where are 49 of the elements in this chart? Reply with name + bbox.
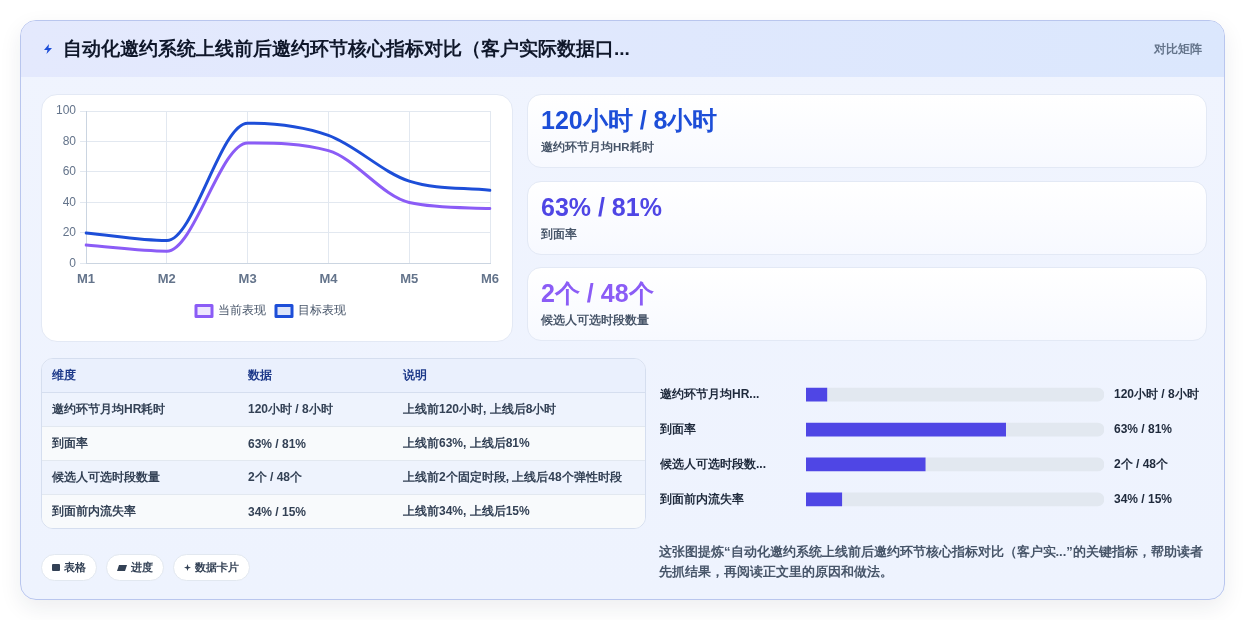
x-tick-label: M3 (238, 270, 257, 286)
text: 数据卡片 (195, 560, 239, 575)
x-tick-label: M1 (76, 270, 96, 286)
y-tick-label: 100 (55, 103, 77, 118)
text: 表格 (64, 560, 86, 575)
table-header-row: 维度 数据 说明 (42, 359, 645, 393)
bar (924, 457, 1104, 472)
x-tick-label: M2 (157, 270, 176, 286)
bar (806, 422, 1006, 437)
y-tick-label: 20 (62, 225, 77, 240)
y-tick-label: 到面前内流失率 (659, 491, 744, 506)
text: 进度 (131, 560, 153, 575)
y-tick-label: 0 (69, 255, 77, 270)
category-label: 维度 (42, 359, 238, 393)
text: 63% / 81% (541, 192, 662, 221)
bar (826, 387, 1104, 402)
chart-title: 自动化邀约系统上线前后邀约环节核心指标对比（客户实际数据口... (63, 37, 630, 61)
y-tick-label: 邀约环节月均HR... (659, 386, 760, 401)
bar (806, 457, 926, 472)
bar (1005, 422, 1104, 437)
bar (841, 492, 1104, 507)
text: 对比矩阵 (1154, 41, 1202, 58)
y-tick-label: 到面率 (659, 421, 696, 436)
category-label: 邀约环节月均HR耗时 (541, 140, 654, 155)
category-label: 候选人可选时段数量 (541, 313, 649, 328)
table-row: 到面前内流失率 34% / 15% 上线前34%, 上线后15% (42, 494, 645, 528)
x-tick-label: M4 (319, 270, 339, 286)
text: 120小时 / 8小时 (541, 106, 718, 134)
legend-label: 当前表现 (218, 303, 266, 318)
text: 63% / 81% (1114, 421, 1173, 436)
bar (806, 492, 843, 507)
text: 这张图提炼“自动化邀约系统上线前后邀约环节核心指标对比（客户实...”的关键指标，帮助读者先抓结果，再阅读正文里的原因和做法。 (659, 543, 1204, 581)
y-tick-label: 80 (62, 133, 77, 148)
bar (806, 387, 828, 402)
legend-label: 目标表现 (298, 303, 346, 318)
text: 34% / 15% (1114, 491, 1173, 506)
category-label: 到面率 (541, 226, 577, 242)
x-tick-label: M6 (480, 270, 500, 286)
category-label: 说明 (393, 359, 645, 393)
text: 2个 / 48个 (541, 279, 654, 307)
y-tick-label: 40 (62, 194, 77, 209)
table-row: 到面率 63% / 81% 上线前63%, 上线后81% (42, 426, 645, 461)
x-tick-label: M5 (400, 270, 419, 286)
text: 2个 / 48个 (1114, 456, 1170, 471)
text: 120小时 / 8小时 (1114, 386, 1199, 401)
category-label: 数据 (238, 359, 393, 393)
y-tick-label: 候选人可选时段数... (659, 456, 767, 471)
table-row: 候选人可选时段数量 2个 / 48个 上线前2个固定时段, 上线后48个弹性时段 (42, 460, 645, 495)
y-tick-label: 60 (62, 164, 77, 179)
